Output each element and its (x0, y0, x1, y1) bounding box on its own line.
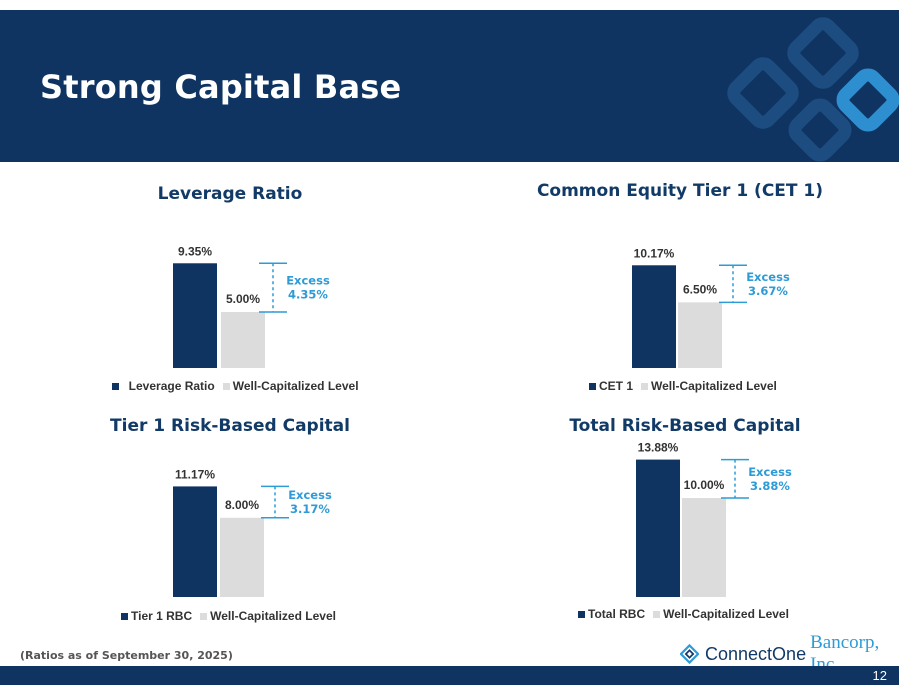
legend-item-cet1: CET 1 (589, 379, 633, 393)
legend-swatch (641, 382, 649, 390)
legend-total-rbc: Total RBC Well-Capitalized Level (578, 607, 797, 621)
bar-cet1-well-capitalized (678, 302, 722, 368)
legend-item-well-capitalized: Well-Capitalized Level (653, 607, 789, 621)
footnote: (Ratios as of September 30, 2025) (20, 649, 233, 662)
legend-item-well-capitalized: Well-Capitalized Level (641, 379, 777, 393)
bar-leverage-well-capitalized (221, 312, 265, 368)
bar-value-label-cet1-ratio: 10.17% (634, 246, 675, 260)
excess-label: Excess (746, 270, 790, 284)
legend-label: Well-Capitalized Level (232, 379, 359, 393)
excess-value: 3.17% (290, 502, 330, 516)
legend-label: CET 1 (599, 379, 634, 393)
legend-item-well-capitalized: Well-Capitalized Level (222, 379, 359, 393)
logo-icon (680, 643, 700, 665)
excess-value: 4.35% (288, 288, 328, 302)
page-title: Strong Capital Base (40, 68, 402, 106)
excess-label: Excess (286, 274, 330, 288)
title-banner: Strong Capital Base (0, 10, 899, 162)
legend-swatch (121, 612, 128, 620)
bar-value-label-total-rbc-ratio: 13.88% (638, 441, 679, 455)
legend-tier1: Tier 1 RBC Well-Capitalized Level (121, 609, 344, 623)
chart-title-total-rbc: Total Risk-Based Capital (569, 416, 801, 436)
logo-text-connectone: ConnectOne (705, 643, 807, 664)
excess-label: Excess (748, 465, 792, 479)
bar-total-rbc-well-capitalized (682, 498, 726, 597)
page-number: 12 (872, 668, 887, 683)
legend-cet1: CET 1 Well-Capitalized Level (589, 379, 785, 393)
diamond-pattern-icon (727, 17, 899, 162)
legend-item-well-capitalized: Well-Capitalized Level (200, 609, 336, 623)
legend-swatch (222, 382, 230, 390)
bar-value-label-tier1-ratio: 11.17% (175, 467, 215, 481)
legend-label: Well-Capitalized Level (663, 607, 789, 621)
legend-swatch (200, 612, 208, 620)
legend-label: Total RBC (588, 607, 646, 621)
bar-leverage-ratio (173, 263, 217, 368)
bar-total-rbc-ratio (636, 459, 680, 597)
bar-value-label-cet1-well-capitalized: 6.50% (683, 282, 717, 296)
legend-swatch (589, 382, 596, 390)
bar-value-label-tier1-well-capitalized: 8.00% (225, 498, 259, 512)
legend-swatch (112, 382, 119, 390)
legend-leverage: Leverage Ratio Well-Capitalized Level (112, 379, 367, 393)
legend-label: Well-Capitalized Level (651, 379, 777, 393)
bar-tier1-well-capitalized (220, 517, 264, 597)
legend-item-leverage-ratio: Leverage Ratio (112, 379, 215, 393)
legend-item-total-rbc: Total RBC (578, 607, 645, 621)
legend-label: Well-Capitalized Level (210, 609, 336, 623)
legend-label: Leverage Ratio (128, 379, 215, 393)
chart-title-tier1: Tier 1 Risk-Based Capital (110, 416, 350, 436)
bar-tier1-ratio (173, 486, 217, 597)
footer-bar: 12 (0, 666, 899, 685)
excess-value: 3.88% (750, 479, 790, 493)
bar-cet1-ratio (632, 265, 676, 368)
excess-value: 3.67% (748, 284, 788, 298)
excess-label: Excess (288, 488, 332, 502)
legend-swatch (578, 610, 585, 618)
legend-label: Tier 1 RBC (131, 609, 193, 623)
legend-item-tier1-rbc: Tier 1 RBC (121, 609, 192, 623)
bar-value-label-leverage-ratio: 9.35% (178, 244, 212, 258)
chart-title-cet1: Common Equity Tier 1 (CET 1) (536, 181, 824, 201)
bar-value-label-total-rbc-well-capitalized: 10.00% (684, 478, 725, 492)
legend-swatch (653, 610, 661, 618)
chart-title-leverage: Leverage Ratio (157, 184, 303, 204)
bar-value-label-leverage-well-capitalized: 5.00% (226, 292, 260, 306)
